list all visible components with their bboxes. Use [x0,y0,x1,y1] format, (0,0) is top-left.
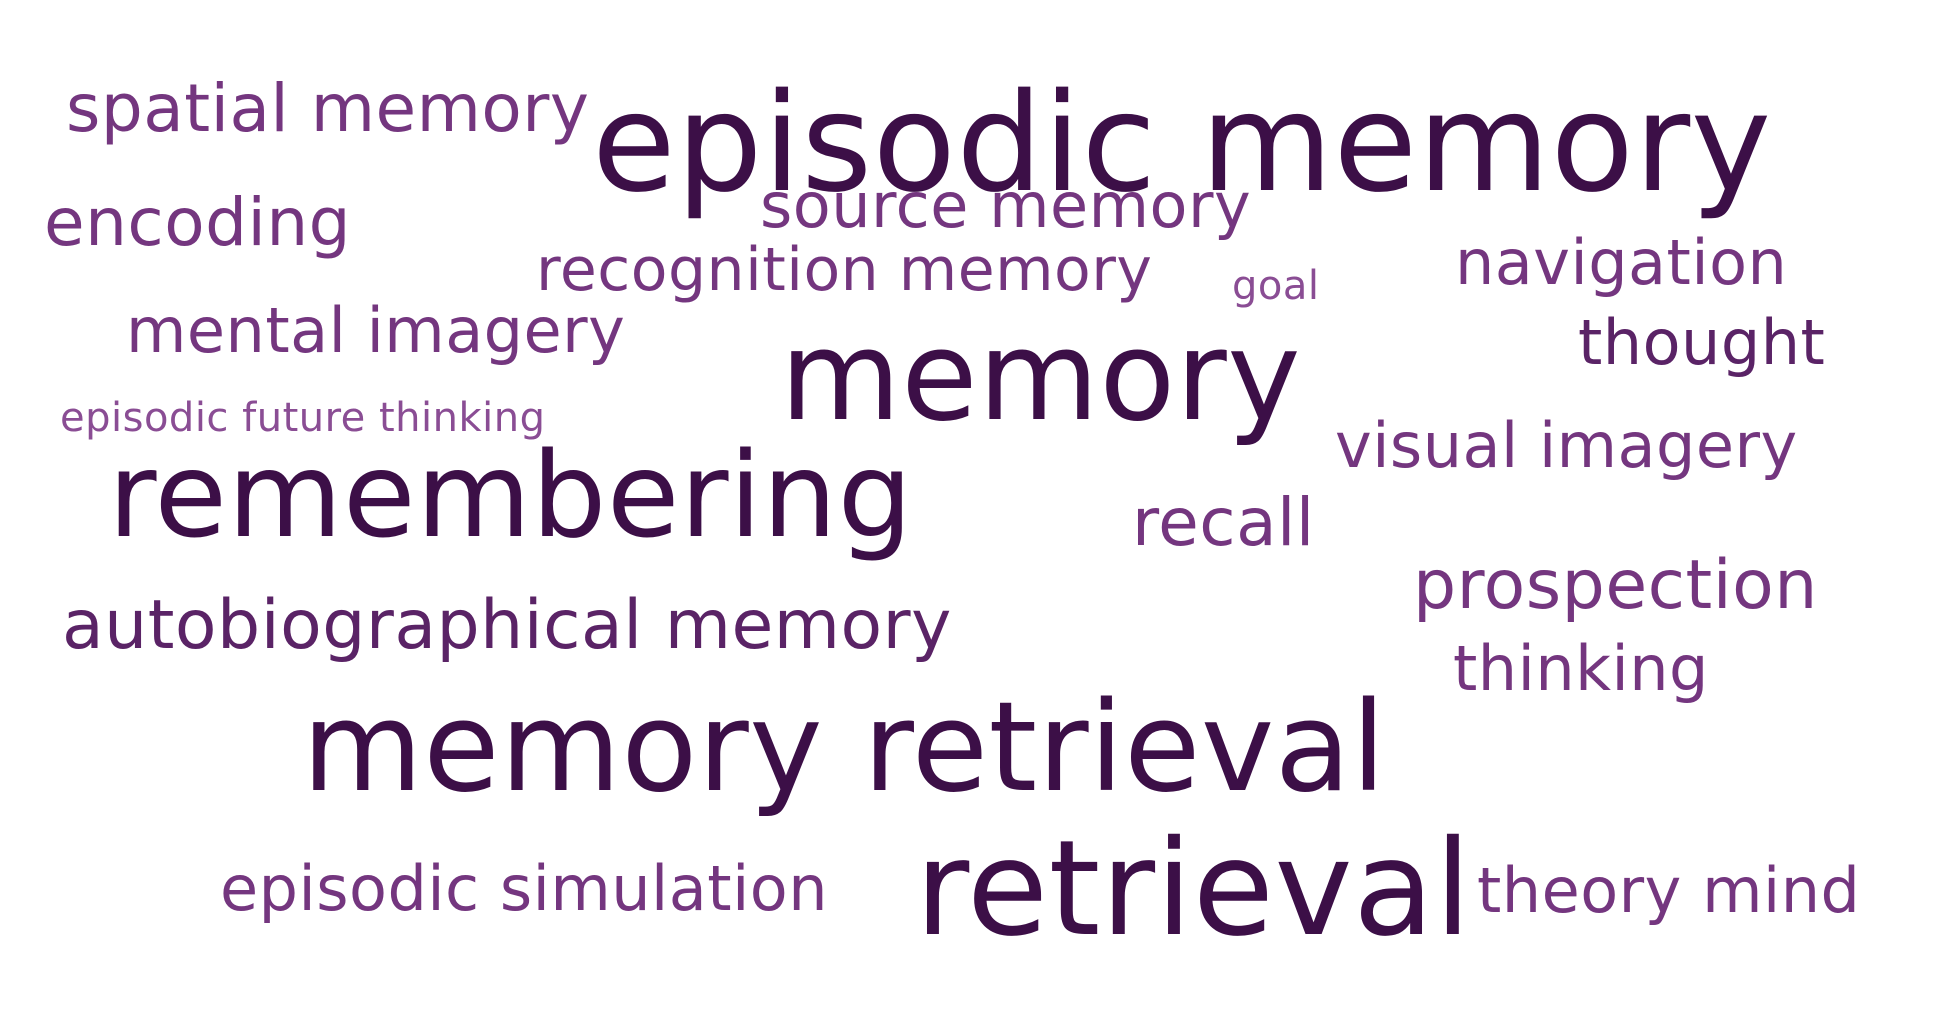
word-goal: goal [1232,263,1320,309]
word-episodic-memory: episodic memory [592,65,1772,223]
word-thinking: thinking [1453,632,1709,705]
word-episodic-simulation: episodic simulation [220,852,829,925]
word-retrieval: retrieval [915,812,1472,966]
word-episodic-future-thinking: episodic future thinking [60,395,546,441]
word-mental-imagery: mental imagery [126,294,626,367]
word-theory-mind: theory mind [1477,854,1861,927]
word-encoding: encoding [44,184,352,261]
word-memory-retrieval: memory retrieval [302,676,1387,820]
word-source-memory: source memory [760,169,1252,242]
word-prospection: prospection [1413,546,1818,625]
word-recall: recall [1132,484,1315,561]
word-navigation: navigation [1455,226,1788,299]
word-recognition-memory: recognition memory [536,235,1153,305]
word-memory: memory [780,305,1302,449]
word-remembering: remembering [108,426,913,564]
word-visual-imagery: visual imagery [1335,409,1798,482]
word-autobiographical-memory: autobiographical memory [62,586,952,665]
word-spatial-memory: spatial memory [66,70,590,147]
word-thought: thought [1578,306,1826,379]
